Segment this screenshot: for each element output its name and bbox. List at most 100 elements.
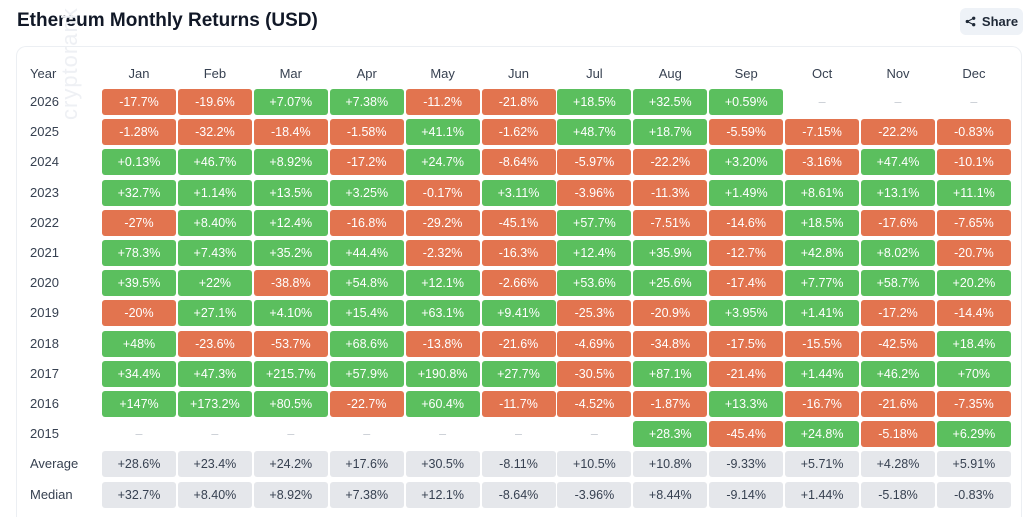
row-2021-cell-jun: -16.3% bbox=[481, 240, 556, 266]
row-2016-cell-jul: -4.52% bbox=[557, 391, 632, 417]
row-2019-cell-jul: -25.3% bbox=[557, 300, 632, 327]
row-2017-cell-apr: +57.9% bbox=[329, 360, 404, 387]
row-2021-cell-apr: +44.4% bbox=[329, 240, 404, 266]
row-2026-cell-jul: +18.5% bbox=[557, 89, 632, 115]
row-average-cell-mar: +24.2% bbox=[253, 451, 328, 478]
row-2024-cell-mar: +8.92% bbox=[253, 149, 328, 176]
share-button[interactable]: Share bbox=[960, 8, 1023, 35]
row-2018-cell-jan: +48% bbox=[102, 330, 176, 357]
row-2026-cell-jan: -17.7% bbox=[102, 89, 176, 115]
month-header-jan: Jan bbox=[128, 66, 150, 81]
row-2023-cell-jun: +3.11% bbox=[481, 179, 556, 206]
row-2018-cell-may: -13.8% bbox=[405, 330, 480, 357]
row-2026-label: 2026 bbox=[30, 94, 59, 109]
row-2016-cell-jun: -11.7% bbox=[481, 391, 556, 417]
row-2024-cell-may: +24.7% bbox=[405, 149, 480, 176]
row-2019-label: 2019 bbox=[30, 305, 59, 321]
month-header-dec: Dec bbox=[962, 66, 986, 81]
row-2021-cell-nov: +8.02% bbox=[861, 240, 935, 266]
row-2022-cell-jun: -45.1% bbox=[481, 209, 556, 236]
row-2019-cell-jun: +9.41% bbox=[481, 300, 556, 327]
row-2021-cell-dec: -20.7% bbox=[936, 240, 1011, 266]
row-2015-cell-nov: -5.18% bbox=[861, 421, 935, 448]
row-2025-cell-jul: +48.7% bbox=[557, 119, 632, 146]
row-2016-cell-mar: +80.5% bbox=[253, 391, 328, 417]
row-average-cell-sep: -9.33% bbox=[709, 451, 784, 478]
row-2020-cell-apr: +54.8% bbox=[329, 270, 404, 297]
row-2022-cell-sep: -14.6% bbox=[709, 209, 784, 236]
row-2023-label: 2023 bbox=[30, 184, 59, 200]
row-2022-cell-dec: -7.65% bbox=[936, 209, 1011, 236]
row-2022-cell-may: -29.2% bbox=[405, 209, 480, 236]
row-2015-cell-may: – bbox=[439, 427, 447, 442]
row-2019-cell-jan: -20% bbox=[102, 300, 176, 327]
row-average-cell-nov: +4.28% bbox=[861, 451, 935, 478]
row-2016-cell-nov: -21.6% bbox=[861, 391, 935, 417]
row-median-cell-aug: +8.44% bbox=[633, 481, 708, 508]
row-2019-cell-feb: +27.1% bbox=[177, 300, 252, 327]
row-2017-cell-oct: +1.44% bbox=[785, 360, 860, 387]
row-2024-label: 2024 bbox=[30, 154, 59, 170]
row-2025-cell-apr: -1.58% bbox=[329, 119, 404, 146]
month-header-apr: Apr bbox=[356, 66, 377, 81]
row-2022-cell-apr: -16.8% bbox=[329, 209, 404, 236]
row-2021-cell-oct: +42.8% bbox=[785, 240, 860, 266]
row-2020-cell-jan: +39.5% bbox=[102, 270, 176, 297]
row-median-cell-jul: -3.96% bbox=[557, 481, 632, 508]
row-2022-cell-aug: -7.51% bbox=[633, 209, 708, 236]
row-2021-cell-jan: +78.3% bbox=[102, 240, 176, 266]
row-2017-cell-dec: +70% bbox=[936, 360, 1011, 387]
row-2024-cell-aug: -22.2% bbox=[633, 149, 708, 176]
month-header-jun: Jun bbox=[508, 66, 529, 81]
row-2024-cell-sep: +3.20% bbox=[709, 149, 784, 176]
row-2015-cell-aug: +28.3% bbox=[633, 421, 708, 448]
row-2025-cell-nov: -22.2% bbox=[861, 119, 935, 146]
page-title: Ethereum Monthly Returns (USD) bbox=[17, 10, 318, 31]
row-2025-cell-jan: -1.28% bbox=[102, 119, 176, 146]
row-2018-cell-feb: -23.6% bbox=[177, 330, 252, 357]
row-2019-cell-may: +63.1% bbox=[405, 300, 480, 327]
row-2018-cell-aug: -34.8% bbox=[633, 330, 708, 357]
row-2017-cell-jan: +34.4% bbox=[102, 360, 176, 387]
row-2015-cell-jun: – bbox=[515, 427, 522, 442]
row-median-cell-apr: +7.38% bbox=[329, 481, 404, 508]
row-2025-label: 2025 bbox=[30, 124, 59, 140]
row-2025-cell-sep: -5.59% bbox=[709, 119, 784, 146]
row-2026-cell-oct: – bbox=[818, 95, 826, 109]
row-2023-cell-jan: +32.7% bbox=[102, 179, 176, 206]
row-2015-cell-sep: -45.4% bbox=[709, 421, 784, 448]
row-average-cell-aug: +10.8% bbox=[633, 451, 708, 478]
month-header-sep: Sep bbox=[734, 66, 758, 81]
row-2021-cell-jul: +12.4% bbox=[557, 240, 632, 266]
row-2018-cell-jun: -21.6% bbox=[481, 330, 556, 357]
row-2023-cell-oct: +8.61% bbox=[785, 179, 860, 206]
row-average-label: Average bbox=[30, 456, 79, 472]
year-column-header: Year bbox=[30, 66, 57, 81]
row-2023-cell-dec: +11.1% bbox=[936, 179, 1011, 206]
row-2018-cell-oct: -15.5% bbox=[785, 330, 860, 357]
month-header-feb: Feb bbox=[203, 66, 227, 81]
row-2018-label: 2018 bbox=[30, 335, 59, 351]
row-2020-label: 2020 bbox=[30, 275, 59, 291]
row-2025-cell-aug: +18.7% bbox=[633, 119, 708, 146]
row-2018-cell-mar: -53.7% bbox=[253, 330, 328, 357]
month-header-oct: Oct bbox=[811, 66, 833, 81]
row-median-label: Median bbox=[30, 486, 73, 502]
row-2017-cell-jul: -30.5% bbox=[557, 360, 632, 387]
row-median-cell-mar: +8.92% bbox=[253, 481, 328, 508]
month-header-mar: Mar bbox=[279, 66, 302, 81]
row-average-cell-oct: +5.71% bbox=[785, 451, 860, 478]
row-2017-cell-nov: +46.2% bbox=[861, 360, 935, 387]
row-2026-cell-sep: +0.59% bbox=[709, 89, 784, 115]
row-2024-cell-dec: -10.1% bbox=[936, 149, 1011, 176]
row-median-cell-nov: -5.18% bbox=[861, 481, 935, 508]
row-2020-cell-mar: -38.8% bbox=[253, 270, 328, 297]
row-2018-cell-dec: +18.4% bbox=[936, 330, 1011, 357]
row-median-cell-may: +12.1% bbox=[405, 481, 480, 508]
row-2018-cell-jul: -4.69% bbox=[557, 330, 632, 357]
row-2015-cell-mar: – bbox=[287, 427, 295, 442]
row-2019-cell-aug: -20.9% bbox=[633, 300, 708, 327]
row-2020-cell-dec: +20.2% bbox=[936, 270, 1011, 297]
row-2016-cell-apr: -22.7% bbox=[329, 391, 404, 417]
row-2017-cell-jun: +27.7% bbox=[481, 360, 556, 387]
